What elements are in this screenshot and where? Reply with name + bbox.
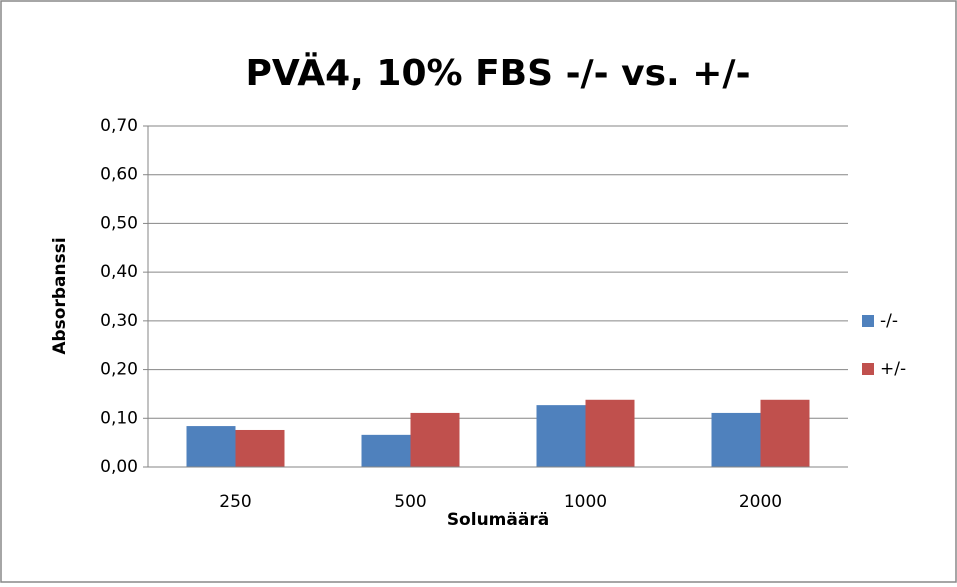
bar [585, 399, 635, 467]
bar [760, 399, 810, 467]
x-tick-label: 1000 [564, 492, 607, 512]
y-tick-label: 0,60 [100, 165, 138, 185]
y-tick-label: 0,40 [100, 262, 138, 282]
y-tick-label: 0,70 [100, 116, 138, 136]
legend-swatch [862, 363, 874, 375]
x-tick-label: 250 [219, 492, 251, 512]
legend-label: -/- [880, 311, 898, 331]
bar [235, 429, 285, 467]
y-tick-label: 0,50 [100, 213, 138, 233]
x-tick-label: 2000 [739, 492, 782, 512]
legend-swatch [862, 315, 874, 327]
y-tick-label: 0,20 [100, 360, 138, 380]
x-axis-label: Solumäärä [447, 510, 549, 530]
bar [536, 405, 586, 467]
y-axis-label: Absorbanssi [50, 237, 70, 354]
bar [361, 434, 411, 467]
y-tick-label: 0,30 [100, 311, 138, 331]
y-tick-label: 0,10 [100, 408, 138, 428]
bar [410, 412, 460, 467]
bar [711, 412, 761, 467]
legend-label: +/- [880, 359, 906, 379]
bar [186, 426, 236, 467]
y-tick-label: 0,00 [100, 457, 138, 477]
chart-title: PVÄ4, 10% FBS -/- vs. +/- [245, 52, 750, 94]
x-tick-label: 500 [394, 492, 426, 512]
